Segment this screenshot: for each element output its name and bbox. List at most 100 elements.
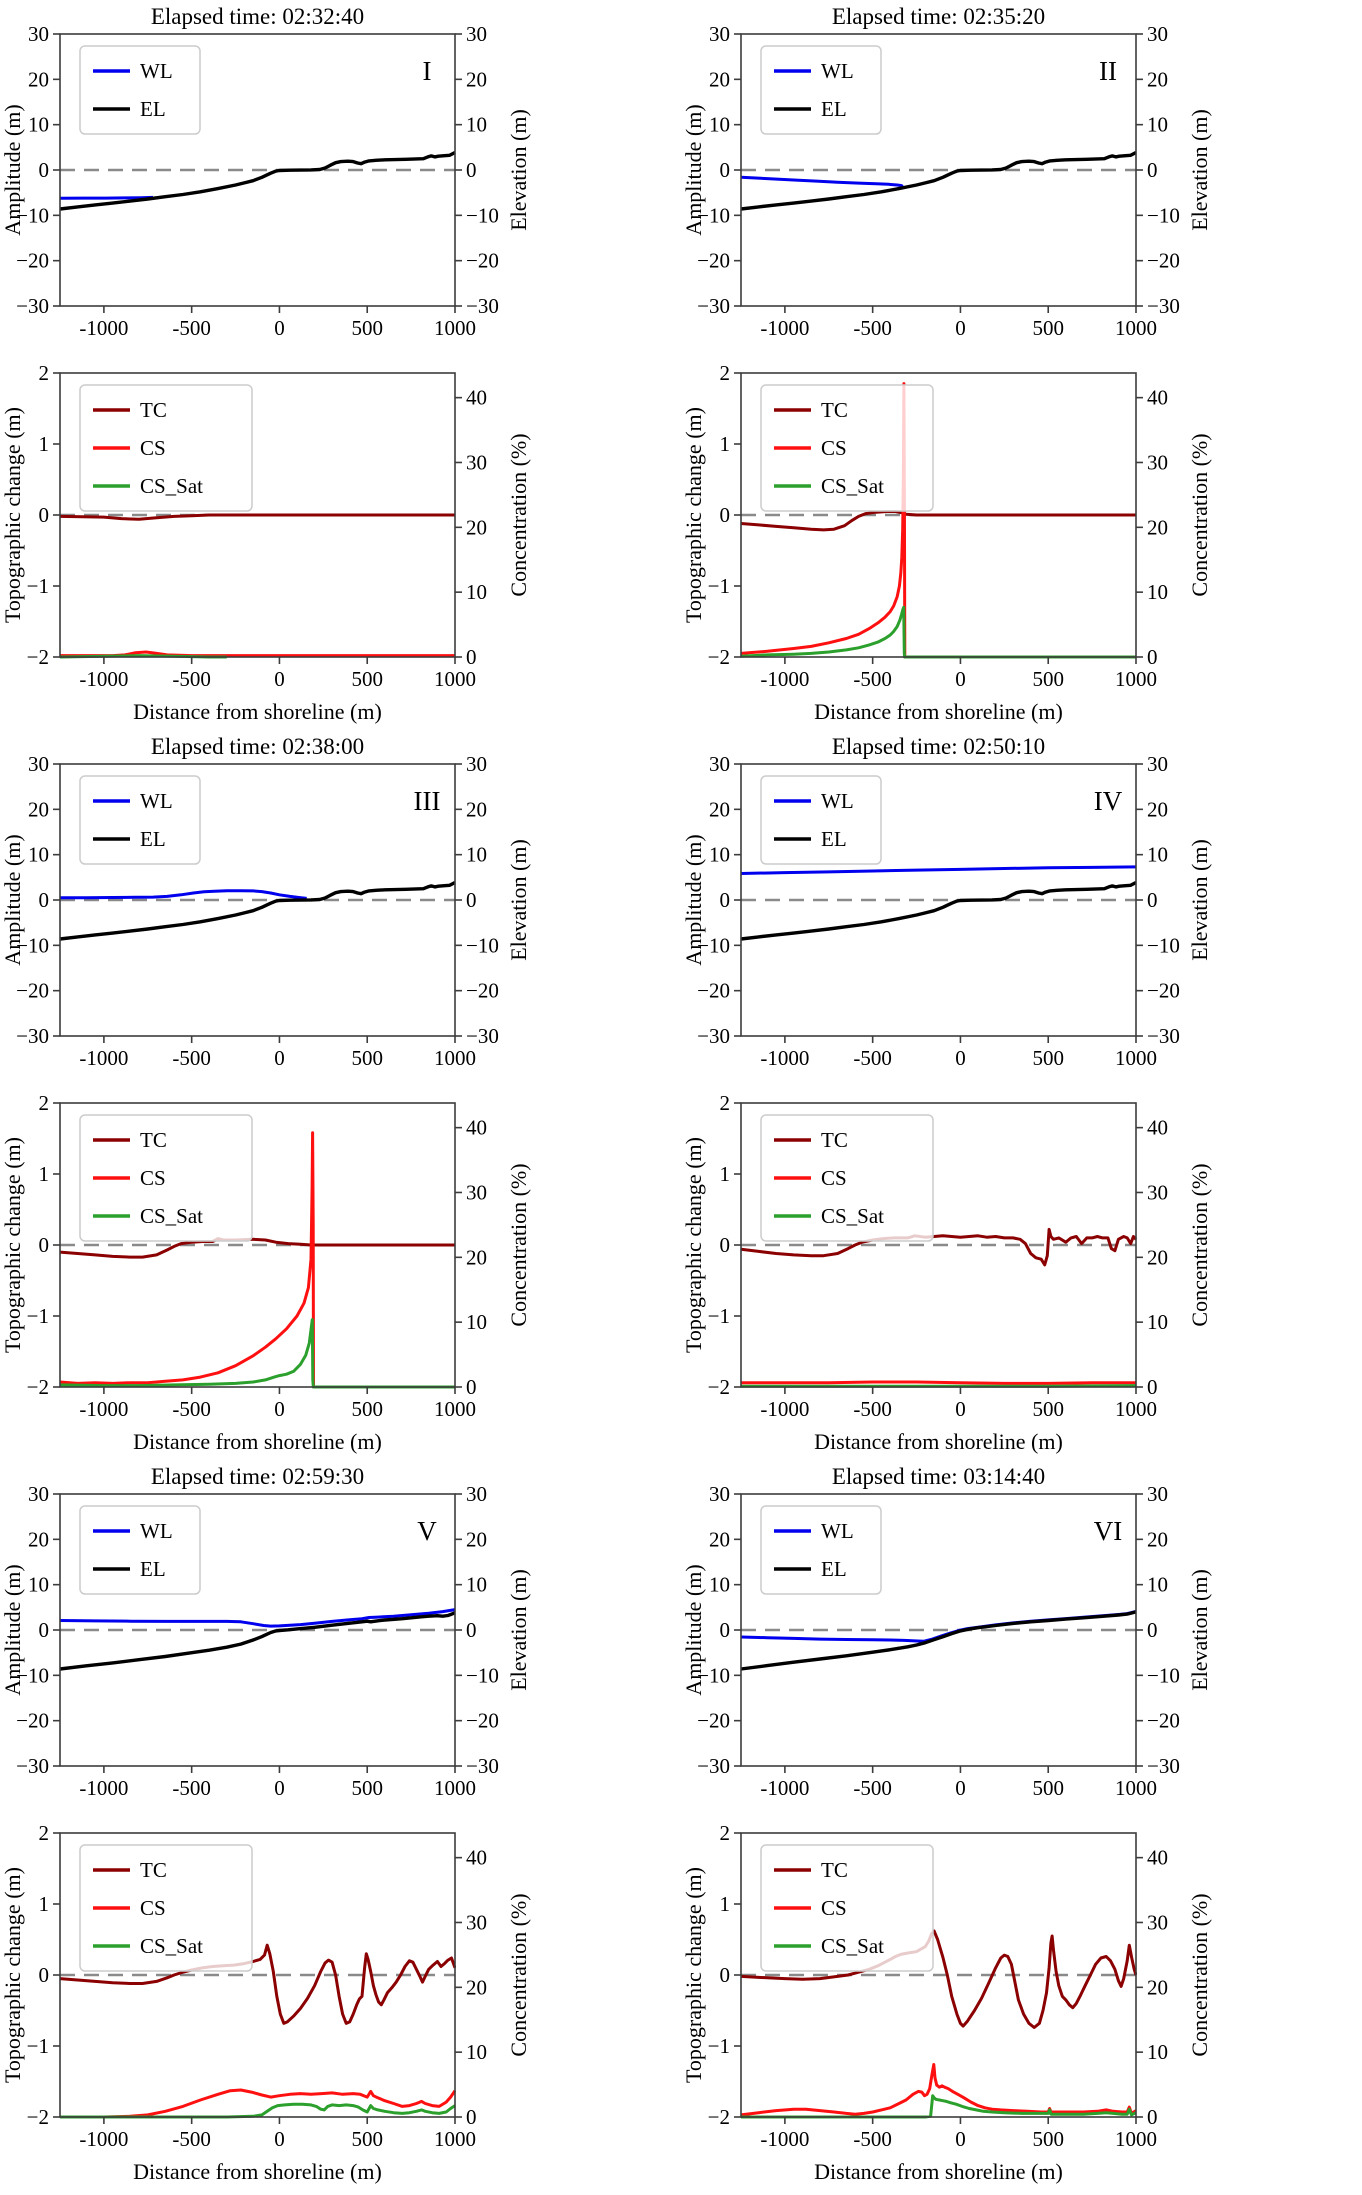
series-EL xyxy=(740,150,1137,211)
y-tick-label: −30 xyxy=(697,294,730,318)
panel-VI-amplitude: Elapsed time: 03:14:40-1000 -500 0 500 10003… xyxy=(681,1464,1212,1800)
y-tick-label: −20 xyxy=(697,249,730,273)
right-tick-label: −10 xyxy=(1147,203,1180,227)
y-tick-label: −10 xyxy=(697,1663,730,1687)
x-tick-label: -1000 xyxy=(760,1046,809,1070)
right-tick-label: 30 xyxy=(1147,1180,1168,1204)
legend-label-CS_Sat: CS_Sat xyxy=(821,1934,884,1958)
right-tick-label: −10 xyxy=(1147,1663,1180,1687)
x-tick-label: 0 xyxy=(955,1776,966,1800)
chart-cell-11: -1000 -500 0 500 1000 2 1 0 −1 −2 40 30 20 10 0 Topogra… xyxy=(681,1805,1362,2190)
panel-IV-amplitude: Elapsed time: 02:50:10-1000 -500 0 500 10003… xyxy=(681,734,1212,1070)
series-CS_Sat xyxy=(741,1384,1137,1388)
y-tick-label: 0 xyxy=(720,503,731,527)
legend-label-TC: TC xyxy=(821,1858,848,1882)
x-tick-label: 0 xyxy=(274,316,285,340)
series-CS_Sat xyxy=(59,1318,455,1389)
series-CS xyxy=(60,2088,456,2119)
right-tick-label: 0 xyxy=(1147,2105,1158,2129)
panel-III-topochange: -1000 -500 0 500 1000210−1−2403020100Topogra… xyxy=(0,1091,531,1454)
legend-box xyxy=(760,1114,934,1242)
right-tick-label: 10 xyxy=(466,2040,487,2064)
y-tick-label: −1 xyxy=(27,1304,49,1328)
panel-label: VI xyxy=(1094,1516,1123,1546)
right-tick-label: 40 xyxy=(1147,386,1168,410)
panel-II-topochange: -1000 -500 0 500 1000210−1−2403020100Topogra… xyxy=(681,361,1212,724)
y-axis-label-left: Topographic change (m) xyxy=(681,1137,706,1353)
legend-label-WL: WL xyxy=(821,789,854,813)
y-tick-label: 0 xyxy=(720,1233,731,1257)
y-tick-label: 20 xyxy=(28,67,49,91)
right-tick-label: 10 xyxy=(466,1573,487,1597)
right-tick-label: 30 xyxy=(466,22,487,46)
legend-label-CS_Sat: CS_Sat xyxy=(821,1204,884,1228)
y-tick-label: −30 xyxy=(697,1024,730,1048)
x-tick-label: -500 xyxy=(172,1776,211,1800)
y-tick-label: −30 xyxy=(16,294,49,318)
panel-label: II xyxy=(1099,56,1117,86)
series-TC xyxy=(59,513,455,521)
panel-V-amplitude: Elapsed time: 02:59:30-1000 -500 0 500 10003… xyxy=(0,1464,531,1800)
x-tick-label: -1000 xyxy=(79,316,128,340)
right-tick-label: 0 xyxy=(466,1618,477,1642)
chart-title: Elapsed time: 02:35:20 xyxy=(832,4,1045,29)
legend-box xyxy=(79,1844,253,1972)
y-tick-label: −10 xyxy=(697,203,730,227)
right-tick-label: 10 xyxy=(1147,580,1168,604)
x-tick-label: 0 xyxy=(955,667,966,691)
right-tick-label: 20 xyxy=(466,67,487,91)
y-tick-label: 30 xyxy=(28,1482,49,1506)
x-tick-label: 1000 xyxy=(1115,1776,1157,1800)
right-tick-label: 40 xyxy=(466,386,487,410)
y-axis-label-right: Concentration (%) xyxy=(1187,1163,1212,1326)
panel-label: I xyxy=(423,56,432,86)
x-tick-label: 0 xyxy=(955,1046,966,1070)
x-axis-label: Distance from shoreline (m) xyxy=(133,699,382,724)
legend-label-TC: TC xyxy=(140,398,167,422)
x-tick-label: -1000 xyxy=(760,1776,809,1800)
x-tick-label: 500 xyxy=(351,1046,383,1070)
legend-box xyxy=(760,775,882,865)
y-tick-label: 30 xyxy=(709,752,730,776)
x-tick-label: 1000 xyxy=(1115,1397,1157,1421)
panel-VI-topochange: -1000 -500 0 500 1000210−1−2403020100Topogra… xyxy=(681,1821,1212,2184)
right-tick-label: 0 xyxy=(466,2105,477,2129)
y-tick-label: 0 xyxy=(720,1963,731,1987)
y-tick-label: 1 xyxy=(720,1162,731,1186)
y-tick-label: 2 xyxy=(720,1821,731,1845)
y-tick-label: 2 xyxy=(720,361,731,385)
y-tick-label: 0 xyxy=(39,158,50,182)
y-tick-label: −1 xyxy=(27,2034,49,2058)
y-axis-label-right: Elevation (m) xyxy=(506,839,531,961)
series-WL xyxy=(60,889,307,900)
y-tick-label: −30 xyxy=(16,1754,49,1778)
right-tick-label: 0 xyxy=(466,1375,477,1399)
legend-label-EL: EL xyxy=(140,1557,166,1581)
panel-II-amplitude: Elapsed time: 02:35:20-1000 -500 0 500 10003… xyxy=(681,4,1212,340)
x-tick-label: -500 xyxy=(853,1776,892,1800)
y-axis-label-left: Topographic change (m) xyxy=(0,1867,25,2083)
legend-box xyxy=(79,1505,201,1595)
x-tick-label: 500 xyxy=(351,667,383,691)
chart-cell-4: Elapsed time: 02:38:00 -1000 -500 0 500 1000 3… xyxy=(0,730,681,1075)
series-TC xyxy=(740,510,1136,532)
y-tick-label: −2 xyxy=(27,1375,49,1399)
chart-cell-7: -1000 -500 0 500 1000 2 1 0 −1 −2 40 30 20 10 0 Topogra… xyxy=(681,1075,1362,1460)
right-tick-label: 10 xyxy=(466,580,487,604)
series-WL xyxy=(740,175,905,189)
legend-label-WL: WL xyxy=(140,789,173,813)
y-tick-label: −2 xyxy=(27,2105,49,2129)
y-tick-label: −10 xyxy=(16,933,49,957)
chart-title: Elapsed time: 02:59:30 xyxy=(151,1464,364,1489)
right-tick-label: −10 xyxy=(466,933,499,957)
right-tick-label: 20 xyxy=(466,1975,487,1999)
chart-cell-6: -1000 -500 0 500 1000 2 1 0 −1 −2 40 30 20 10 0 Topogra… xyxy=(0,1075,681,1460)
y-axis-label-right: Concentration (%) xyxy=(506,1893,531,2056)
x-axis-label: Distance from shoreline (m) xyxy=(133,1429,382,1454)
y-tick-label: 0 xyxy=(720,888,731,912)
right-tick-label: 20 xyxy=(1147,1975,1168,1999)
legend-label-WL: WL xyxy=(140,1519,173,1543)
legend-box xyxy=(760,45,882,135)
y-tick-label: 10 xyxy=(709,1573,730,1597)
series-CS xyxy=(59,1131,455,1389)
